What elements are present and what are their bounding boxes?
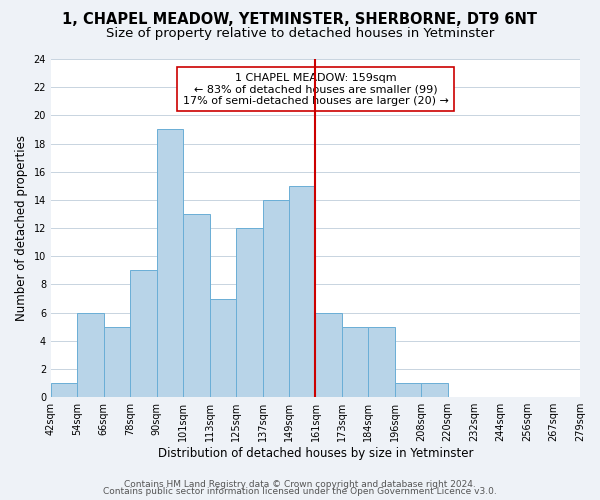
Text: Contains HM Land Registry data © Crown copyright and database right 2024.: Contains HM Land Registry data © Crown c… — [124, 480, 476, 489]
Text: 1 CHAPEL MEADOW: 159sqm
← 83% of detached houses are smaller (99)
17% of semi-de: 1 CHAPEL MEADOW: 159sqm ← 83% of detache… — [182, 72, 448, 106]
Text: Size of property relative to detached houses in Yetminster: Size of property relative to detached ho… — [106, 28, 494, 40]
Text: 1, CHAPEL MEADOW, YETMINSTER, SHERBORNE, DT9 6NT: 1, CHAPEL MEADOW, YETMINSTER, SHERBORNE,… — [62, 12, 538, 28]
Bar — [209, 298, 236, 397]
Bar — [51, 383, 77, 397]
Bar — [316, 312, 342, 397]
Bar — [342, 326, 368, 397]
X-axis label: Distribution of detached houses by size in Yetminster: Distribution of detached houses by size … — [158, 447, 473, 460]
Bar — [395, 383, 421, 397]
Bar — [421, 383, 448, 397]
Bar — [289, 186, 316, 397]
Text: Contains public sector information licensed under the Open Government Licence v3: Contains public sector information licen… — [103, 487, 497, 496]
Bar — [157, 130, 183, 397]
Bar — [236, 228, 263, 397]
Bar — [77, 312, 104, 397]
Bar — [263, 200, 289, 397]
Bar — [130, 270, 157, 397]
Bar — [183, 214, 209, 397]
Bar — [104, 326, 130, 397]
Y-axis label: Number of detached properties: Number of detached properties — [15, 135, 28, 321]
Bar — [368, 326, 395, 397]
